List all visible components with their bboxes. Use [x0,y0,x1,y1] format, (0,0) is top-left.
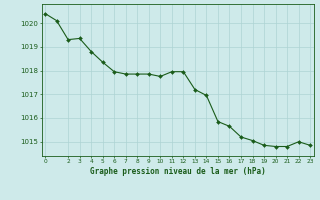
X-axis label: Graphe pression niveau de la mer (hPa): Graphe pression niveau de la mer (hPa) [90,167,266,176]
